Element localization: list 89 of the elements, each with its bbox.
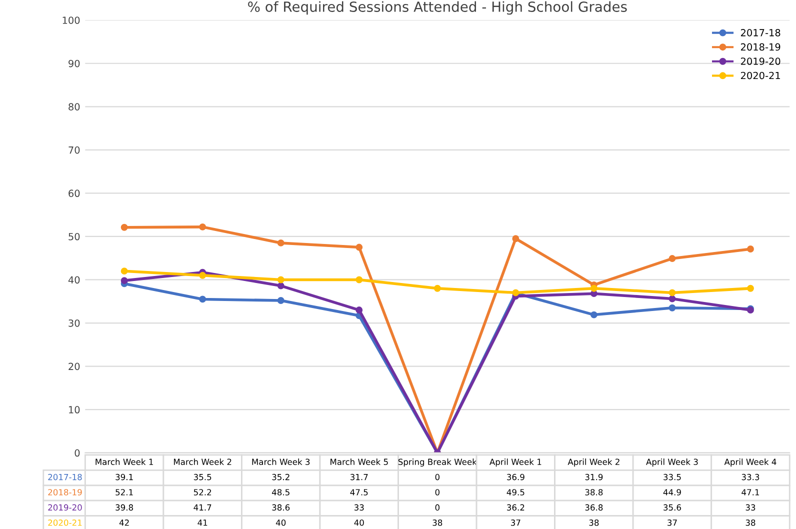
- data-label: 36.2: [507, 504, 524, 511]
- data-label: 35.6: [664, 504, 681, 511]
- point: [590, 290, 598, 298]
- data-label: 38: [589, 520, 599, 526]
- point: [590, 284, 598, 292]
- text: 2019-20: [48, 504, 82, 511]
- y-tick-label: 20: [68, 362, 80, 370]
- y-tick-label: 0: [74, 449, 80, 457]
- y-tick-label: 40: [68, 276, 80, 284]
- point: [668, 295, 676, 302]
- data-label: 40: [276, 520, 286, 526]
- x-tick-label: March Week 1: [96, 458, 153, 466]
- data-label: 36.9: [507, 474, 524, 480]
- legend-label: 2019-20: [740, 58, 780, 65]
- data-label: 35.5: [194, 474, 212, 480]
- point: [356, 244, 363, 251]
- data-label: 52.2: [194, 489, 212, 496]
- data-label: 33: [354, 504, 364, 511]
- point: [512, 235, 520, 242]
- point: [668, 304, 676, 312]
- data-label: 0: [435, 504, 440, 511]
- data-label: 31.9: [585, 474, 603, 480]
- legend-label: 2017-18: [740, 29, 780, 36]
- data-label: 39.8: [116, 504, 134, 511]
- data-label: 47.5: [350, 489, 368, 496]
- x-tick-label: March Week 5: [330, 458, 388, 466]
- data-label: 49.5: [506, 489, 524, 496]
- data-label: 0: [435, 489, 440, 496]
- point: [199, 296, 206, 303]
- x-tick-label: March Week 2: [174, 458, 232, 466]
- point: [120, 268, 128, 275]
- data-label: 41.7: [194, 504, 212, 510]
- data-label: 40: [354, 520, 364, 526]
- y-tick-label: 90: [68, 60, 80, 68]
- data-label: 38: [432, 520, 442, 526]
- data-label: 48.5: [272, 489, 290, 496]
- data-label: 0: [435, 474, 440, 480]
- point: [120, 224, 128, 231]
- x-tick-label: April Week 4: [724, 458, 776, 467]
- data-label: 38.8: [585, 489, 603, 496]
- x-tick-label: April Week 3: [646, 458, 698, 467]
- y-tick-label: 80: [68, 103, 80, 110]
- point: [199, 272, 206, 279]
- chart-title: % of Required Sessions Attended - High School Grades: [248, 1, 627, 15]
- text: 2017-18: [48, 474, 82, 480]
- legend-label: 2020-21: [740, 72, 780, 80]
- data-label: 33.3: [742, 474, 760, 480]
- data-label: 52.1: [116, 489, 133, 496]
- x-tick-label: April Week 1: [490, 458, 542, 467]
- point: [747, 284, 754, 292]
- x-tick-label: March Week 3: [252, 458, 310, 466]
- data-label: 31.7: [350, 474, 368, 480]
- data-label: 47.1: [742, 489, 760, 496]
- point: [590, 311, 598, 318]
- point: [277, 239, 284, 246]
- data-label: 41: [198, 520, 208, 526]
- point: [668, 255, 676, 262]
- y-tick-label: 10: [69, 406, 80, 414]
- point: [199, 223, 206, 230]
- point: [356, 306, 363, 314]
- point: [120, 277, 128, 284]
- point: [356, 276, 363, 284]
- text: 2018-19: [48, 489, 82, 496]
- y-tick-label: 70: [68, 146, 80, 154]
- point: [277, 276, 284, 284]
- data-label: 37: [668, 520, 677, 526]
- point: [277, 297, 284, 304]
- data-label: 33.5: [664, 474, 681, 480]
- text: 2020-21: [48, 520, 82, 526]
- data-label: 35.2: [272, 474, 290, 480]
- y-tick-label: 30: [68, 319, 80, 327]
- y-tick-label: 50: [68, 232, 80, 240]
- legend-label: 2018-19: [740, 43, 780, 51]
- y-tick-label: 60: [68, 190, 80, 198]
- data-label: 44.9: [663, 489, 681, 496]
- data-label: 42: [119, 520, 129, 526]
- data-label: 39.1: [116, 474, 133, 480]
- data-label: 37: [511, 520, 520, 526]
- y-tick-label: 100: [62, 16, 80, 24]
- point: [434, 284, 441, 292]
- data-label: 36.8: [585, 504, 603, 511]
- point: [277, 282, 284, 290]
- data-label: 38.6: [272, 504, 290, 511]
- x-tick-label: Spring Break Week: [398, 458, 477, 467]
- point: [747, 246, 754, 252]
- data-label: 33: [746, 504, 756, 511]
- data-label: 38: [746, 520, 756, 526]
- point: [668, 289, 676, 296]
- x-tick-label: April Week 2: [568, 458, 620, 467]
